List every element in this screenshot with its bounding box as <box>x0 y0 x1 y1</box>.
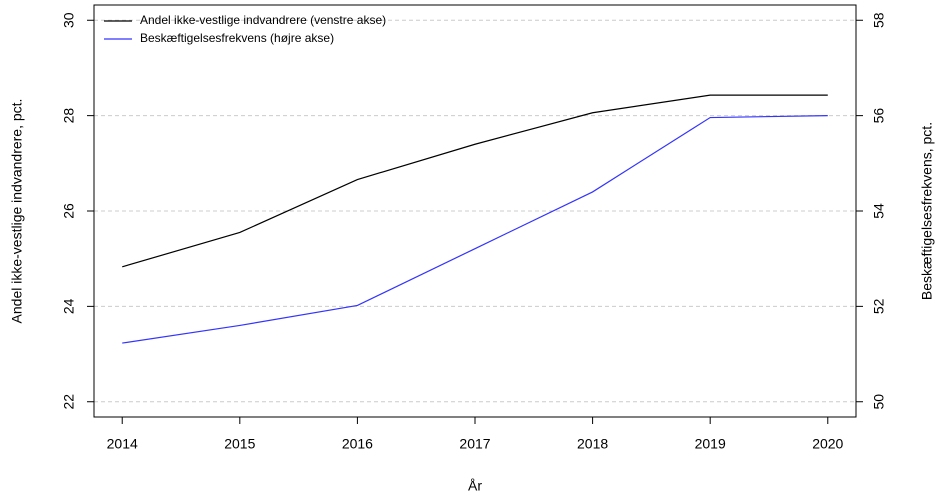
y2-axis-title: Beskæftigelsesfrekvens, pct. <box>919 122 935 300</box>
x-tick-label: 2017 <box>459 436 490 452</box>
x-tick-label: 2020 <box>812 436 843 452</box>
y2-tick-label: 52 <box>871 298 887 314</box>
y-tick-label: 26 <box>61 203 77 219</box>
y2-tick-label: 58 <box>871 12 887 28</box>
y-tick-label: 30 <box>61 12 77 28</box>
y2-tick-label: 56 <box>871 108 887 124</box>
x-tick-label: 2018 <box>577 436 608 452</box>
y-axis-title: Andel ikke-vestlige indvandrere, pct. <box>9 99 25 324</box>
y-tick-label: 24 <box>61 298 77 314</box>
y-tick-label: 22 <box>61 394 77 410</box>
series-line <box>122 115 828 344</box>
legend-label: Andel ikke-vestlige indvandrere (venstre… <box>140 13 386 27</box>
series-line <box>122 94 828 268</box>
y2-tick-label: 50 <box>871 394 887 410</box>
plot-frame <box>93 4 857 418</box>
x-tick-label: 2016 <box>342 436 373 452</box>
y2-tick-label: 54 <box>871 203 887 219</box>
x-tick-label: 2019 <box>695 436 726 452</box>
x-axis-title: År <box>468 478 482 494</box>
x-tick-label: 2015 <box>224 436 255 452</box>
y-tick-label: 28 <box>61 108 77 124</box>
legend-label: Beskæftigelsesfrekvens (højre akse) <box>140 31 334 45</box>
x-tick-label: 2014 <box>107 436 138 452</box>
